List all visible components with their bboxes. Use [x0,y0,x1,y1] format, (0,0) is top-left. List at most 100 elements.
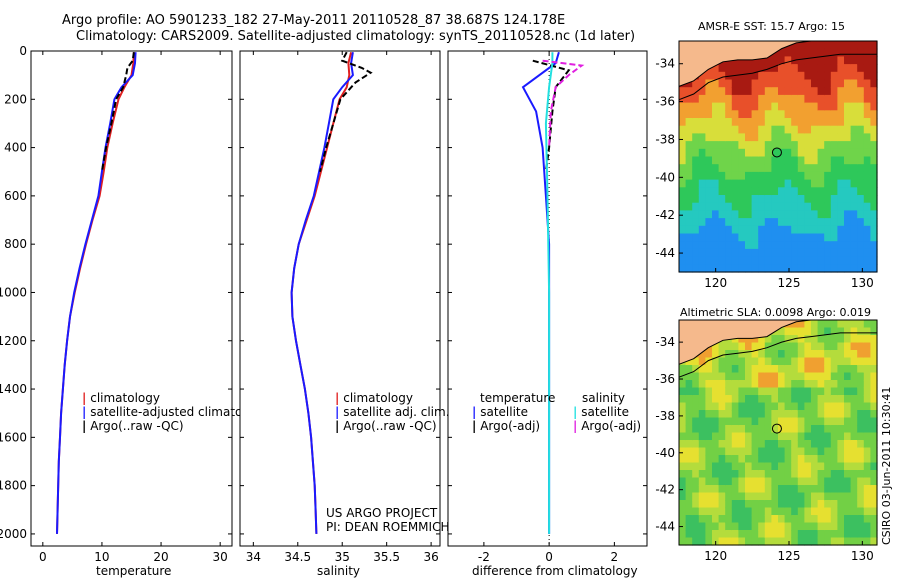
sla-pixel [778,432,786,441]
sst-pixel [731,141,739,150]
sst-pixel [692,94,700,104]
sla-pixel [830,455,838,464]
sla-pixel [837,470,845,479]
sst-pixel [692,133,700,142]
sst-pixel [797,110,805,119]
sst-pixel [725,118,733,127]
sst-pixel [817,248,825,258]
sla-pixel [791,372,799,381]
sst-pixel [725,141,733,150]
sst-pixel [692,241,700,250]
sst-pixel [692,125,700,134]
sla-pixel [685,432,693,441]
temperature-frame [30,50,233,547]
sst-pixel [863,94,871,104]
sal-legend-clim: | climatology [335,391,413,405]
sst-pixel [712,256,720,265]
sst-pixel [844,218,852,227]
sla-pixel [870,425,878,434]
sla-pixel [731,365,739,374]
sla-pixel [679,410,687,419]
sla-pixel [811,350,819,359]
sla-pixel [698,470,706,479]
sst-pixel [804,179,812,188]
sst-pixel [712,210,720,219]
sst-pixel [692,256,700,265]
sst-pixel [685,87,693,96]
sst-pixel [745,187,753,196]
sla-pixel [718,395,726,404]
sla-pixel [811,357,819,366]
sst-pixel [830,156,838,165]
sst-pixel [764,64,772,73]
sla-pixel [824,537,832,546]
sla-pixel [738,410,746,419]
diff-legend-sal-head: salinity [582,391,626,405]
sla-pixel [870,410,878,419]
sla-pixel [758,507,766,516]
sla-pixel [731,357,739,366]
sla-pixel [745,417,753,426]
sla-pixel [712,350,720,359]
sla-pixel [870,357,878,366]
sst-pixel [817,133,825,142]
sst-pixel [679,264,687,273]
sst-pixel [725,225,733,235]
sst-pixel [844,118,852,127]
sla-pixel [758,432,766,441]
sst-pixel [731,264,739,273]
sla-pixel [863,335,871,344]
sla-pixel [870,455,878,464]
sla-pixel [811,320,819,329]
sla-pixel [844,402,852,411]
sla-pixel [712,492,720,501]
sst-pixel [731,64,739,73]
sst-pixel [679,87,687,96]
sst-pixel [679,94,687,104]
sla-pixel [705,470,713,479]
sst-pixel [758,133,766,142]
sla-pixel [745,380,753,389]
sla-pixel [771,462,779,471]
sst-pixel [738,56,746,65]
sst-pixel [837,202,845,211]
sla-pixel [791,365,799,374]
sla-pixel [751,357,759,366]
sst-pixel [857,179,865,188]
sst-pixel [824,187,832,196]
sst-pixel [797,171,805,181]
sla-pixel [804,440,812,449]
sst-pixel [698,225,706,235]
sst-pixel [830,148,838,158]
sst-pixel [824,71,832,81]
sla-pixel [764,492,772,501]
sla-pixel [712,470,720,479]
depth-tick-label: 600 [4,189,27,203]
sla-pixel [791,440,799,449]
sst-pixel [870,187,878,196]
sla-pixel [817,327,825,336]
sst-pixel [870,41,878,50]
sst-pixel [692,233,700,242]
sst-pixel [745,125,753,134]
sst-pixel [824,133,832,142]
sst-pixel [705,264,713,273]
sst-pixel [738,94,746,104]
sst-pixel [778,102,786,111]
sla-pixel [745,357,753,366]
sla-pixel [725,447,733,456]
sla-pixel [692,470,700,479]
sla-pixel [863,342,871,351]
sla-pixel [718,357,726,366]
sst-pixel [764,148,772,158]
sst-pixel [830,171,838,181]
sla-pixel [685,395,693,404]
sst-pixel [679,125,687,134]
sst-pixel [804,64,812,73]
sst-pixel [745,56,753,65]
sst-pixel [870,195,878,204]
sla-pixel [778,327,786,336]
sst-pixel [679,195,687,204]
sst-pixel [764,256,772,265]
sst-pixel [857,141,865,150]
